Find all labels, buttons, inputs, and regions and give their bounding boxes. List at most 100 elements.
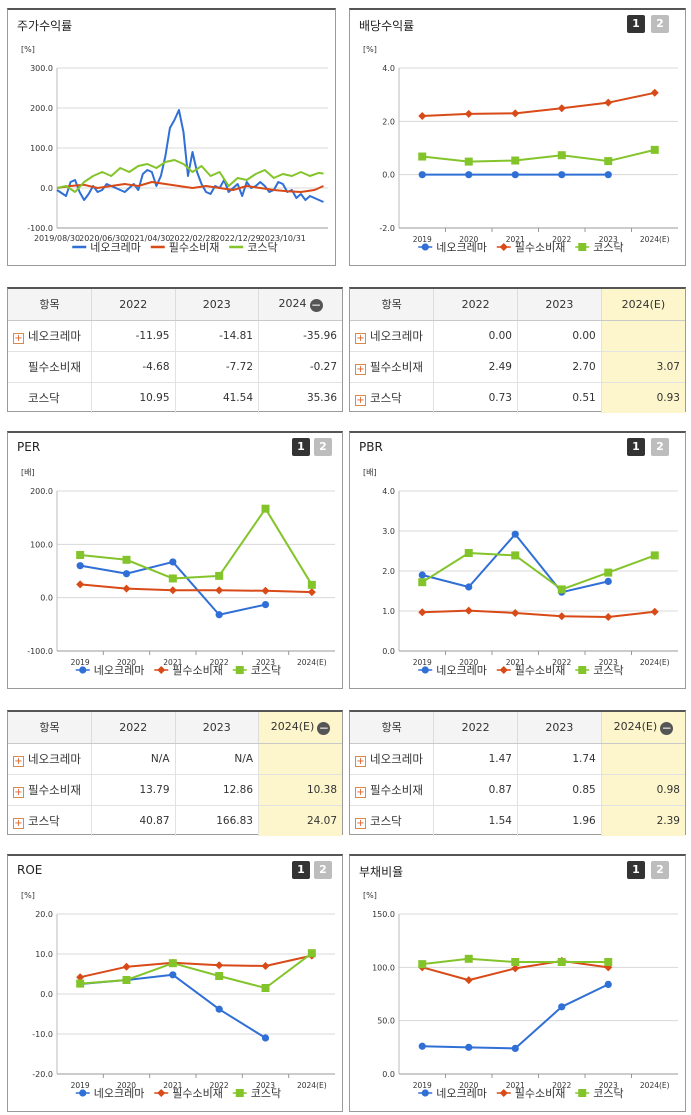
page-1-button[interactable]: 1 xyxy=(627,438,645,456)
expand-plus-icon[interactable]: + xyxy=(355,786,366,798)
expand-plus-icon[interactable]: + xyxy=(13,817,24,829)
data-point xyxy=(421,1089,429,1097)
expand-plus-icon[interactable]: + xyxy=(13,755,24,767)
panel-header: 주가수익률 xyxy=(8,10,335,38)
collapse-icon[interactable]: − xyxy=(660,720,674,735)
y-tick-label: 0.0 xyxy=(40,990,53,999)
column-header-label: 2022 xyxy=(119,297,148,311)
y-tick-label: 0.0 xyxy=(382,171,395,180)
data-point xyxy=(307,588,316,597)
expand-plus-icon[interactable]: + xyxy=(355,817,366,829)
page-1-button[interactable]: 1 xyxy=(292,861,310,879)
page-2-button[interactable]: 2 xyxy=(651,861,669,879)
series-line xyxy=(421,552,656,591)
data-point xyxy=(464,954,473,963)
legend: 네오크레마 필수소비재 코스닥 xyxy=(75,664,281,677)
panel-title: PBR xyxy=(359,440,383,454)
panel-header: 부채비율 1 2 xyxy=(350,856,685,884)
legend: 네오크레마 필수소비재 코스닥 xyxy=(418,664,624,677)
column-header-label: 항목 xyxy=(381,298,402,312)
panel-title: ROE xyxy=(17,863,43,877)
data-point xyxy=(604,568,613,577)
series-line xyxy=(80,507,313,586)
table-cell: 1.47 xyxy=(433,743,518,775)
x-tick-label: 2021/04/30 xyxy=(124,234,170,243)
expand-plus-icon[interactable]: + xyxy=(355,332,366,344)
page-1-button[interactable]: 1 xyxy=(292,438,310,456)
column-header-label: 2023 xyxy=(202,297,231,311)
pbr-table: 항목 2022 2023 2024(E) − + 네오크레마 1.47 1.74 + 필수소비재 0.… xyxy=(349,710,686,836)
legend-item: 네오크레마 xyxy=(72,241,141,254)
data-point xyxy=(235,1089,244,1097)
data-point xyxy=(558,171,566,179)
y-tick-label: 2.0 xyxy=(382,567,395,576)
collapse-icon[interactable]: − xyxy=(309,297,323,312)
table-cell: 12.86 xyxy=(174,774,259,806)
legend-item: 코스닥 xyxy=(229,241,278,254)
data-point xyxy=(235,666,244,674)
legend-label: 코스닥 xyxy=(247,241,277,254)
table-cell: 24.07 xyxy=(258,805,342,836)
table-header-row: 항목 2022 2023 2024− xyxy=(8,289,342,321)
x-tick-label: 2021 xyxy=(506,658,525,667)
table-cell xyxy=(600,743,685,775)
expand-plus-icon[interactable]: + xyxy=(355,363,366,375)
expand-plus-icon[interactable]: + xyxy=(355,755,366,767)
series-line xyxy=(56,181,324,193)
page-1-button[interactable]: 1 xyxy=(627,15,645,33)
series-s3 xyxy=(418,549,659,594)
data-point xyxy=(261,962,270,970)
series-s3 xyxy=(76,949,316,992)
x-tick-label: 2021 xyxy=(506,1081,525,1090)
data-point xyxy=(307,580,316,589)
x-tick-label: 2022/12/29 xyxy=(215,234,261,243)
series-s1 xyxy=(418,171,612,179)
y-tick-label: 200.0 xyxy=(30,487,53,496)
data-point xyxy=(650,551,659,560)
x-tick-label: 2022 xyxy=(210,1081,229,1090)
expand-plus-icon[interactable]: + xyxy=(13,332,24,344)
page-2-button[interactable]: 2 xyxy=(314,438,332,456)
column-header: 2024(E) xyxy=(600,289,685,321)
table-cell: 166.83 xyxy=(174,805,259,836)
data-point xyxy=(418,112,427,120)
page-2-button[interactable]: 2 xyxy=(651,438,669,456)
expand-plus-icon[interactable]: + xyxy=(13,786,24,798)
legend-label: 네오크레마 xyxy=(94,1087,145,1100)
data-point xyxy=(157,666,166,674)
row-label-cell: + 네오크레마 xyxy=(8,320,92,352)
page-1-button[interactable]: 1 xyxy=(627,861,645,879)
x-tick-label: 2021 xyxy=(163,1081,182,1090)
x-tick-label: 2019 xyxy=(71,1081,90,1090)
data-point xyxy=(76,973,85,982)
x-tick-label: 2024(E) xyxy=(297,658,327,667)
data-point xyxy=(215,611,223,619)
table-cell: N/A xyxy=(174,743,259,775)
legend-item: 필수소비재 xyxy=(496,664,565,677)
data-table: 항목 2022 2023 2024− + 네오크레마 -11.95 -14.81 -35.96 필… xyxy=(8,289,342,413)
series-s3 xyxy=(418,145,659,166)
chart-panel-stock-return: 주가수익률 [%] 300.0 200.0 100.0 0.0 -100.0 2019/08… xyxy=(7,8,336,266)
row-label: 필수소비재 xyxy=(370,359,423,374)
page-2-button[interactable]: 2 xyxy=(651,15,669,33)
panel-title: 주가수익률 xyxy=(17,19,73,33)
x-tick-label: 2022 xyxy=(552,1081,571,1090)
page-2-button[interactable]: 2 xyxy=(314,861,332,879)
data-point xyxy=(261,504,270,513)
row-label-cell: + 네오크레마 xyxy=(350,743,434,775)
per-chart: [배] 200.0 100.0 0.0 -100.0 2019 2020 2021 2022 20… xyxy=(21,468,335,677)
table-cell: 0.98 xyxy=(600,774,685,806)
data-point xyxy=(465,171,473,179)
data-point xyxy=(465,1043,473,1051)
data-point xyxy=(604,171,612,179)
collapse-icon[interactable]: − xyxy=(317,720,331,735)
column-header: 2024− xyxy=(258,289,342,321)
expand-plus-icon[interactable]: + xyxy=(355,394,366,406)
y-tick-label: 20.0 xyxy=(35,910,53,919)
table-row: + 네오크레마 1.47 1.74 xyxy=(350,743,685,775)
column-header-label: 2024(E) xyxy=(613,719,658,733)
row-label: 네오크레마 xyxy=(370,751,423,766)
table-header-row: 항목 2022 2023 2024(E) − xyxy=(350,712,685,744)
data-point xyxy=(557,612,566,621)
y-tick-label: 0.0 xyxy=(40,184,53,193)
